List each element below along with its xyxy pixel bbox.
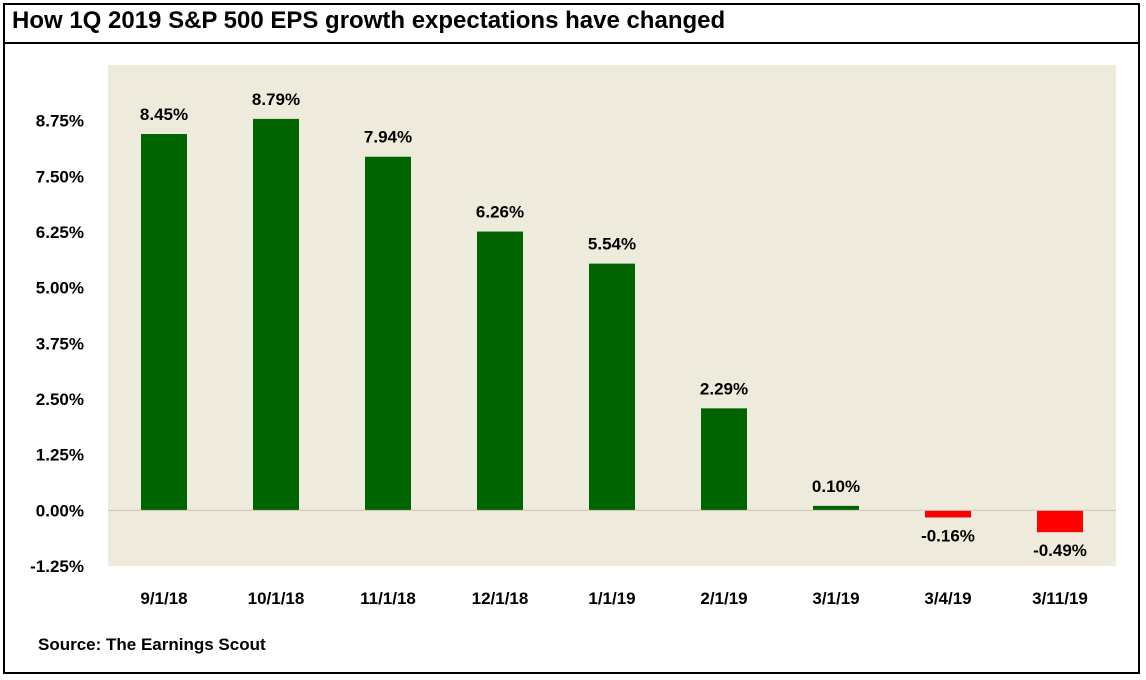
- bar-3-1-19: [813, 505, 859, 511]
- data-label: 7.94%: [364, 128, 412, 147]
- x-tick-label: 3/11/19: [1032, 589, 1088, 608]
- data-label: -0.16%: [921, 526, 975, 545]
- x-tick-label: 11/1/18: [360, 589, 416, 608]
- data-label: 5.54%: [588, 235, 636, 254]
- y-tick-label: 5.00%: [36, 279, 84, 298]
- y-tick-label: -1.25%: [30, 557, 84, 576]
- bar-3-4-19: [925, 510, 971, 518]
- source-note: Source: The Earnings Scout: [38, 635, 266, 654]
- data-label: 6.26%: [476, 203, 524, 222]
- chart-frame: [3, 3, 1140, 674]
- bar-11-1-18: [365, 156, 411, 511]
- bar-10-1-18: [253, 118, 299, 511]
- y-tick-label: 6.25%: [36, 223, 84, 242]
- bar-12-1-18: [477, 231, 523, 511]
- y-tick-label: 2.50%: [36, 390, 84, 409]
- x-tick-label: 3/1/19: [812, 589, 859, 608]
- x-tick-label: 2/1/19: [700, 589, 747, 608]
- data-label: 8.79%: [252, 90, 300, 109]
- title-divider: [3, 42, 1140, 44]
- y-axis-tick-labels: -1.25% 0.00% 1.25% 2.50% 3.75% 5.00% 6.25% 7.50…: [30, 112, 84, 576]
- bar-2-1-19: [701, 408, 747, 511]
- x-tick-label: 9/1/18: [140, 589, 187, 608]
- y-tick-label: 7.50%: [36, 167, 84, 186]
- data-label: -0.49%: [1033, 541, 1087, 560]
- y-tick-label: 8.75%: [36, 112, 84, 131]
- y-tick-label: 0.00%: [36, 501, 84, 520]
- data-label: 8.45%: [140, 105, 188, 124]
- x-tick-label: 12/1/18: [472, 589, 529, 608]
- x-tick-label: 3/4/19: [924, 589, 971, 608]
- bar-1-1-19: [589, 263, 635, 511]
- chart-title: How 1Q 2019 S&P 500 EPS growth expectati…: [12, 7, 726, 34]
- y-tick-label: 1.25%: [36, 446, 84, 465]
- x-axis-tick-labels: 9/1/18 10/1/18 11/1/18 12/1/18 1/1/19 2/1/19 3…: [140, 589, 1088, 608]
- data-label: 0.10%: [812, 477, 860, 496]
- bar-9-1-18: [141, 134, 187, 511]
- data-label: 2.29%: [700, 379, 748, 398]
- y-tick-label: 3.75%: [36, 334, 84, 353]
- x-tick-label: 10/1/18: [248, 589, 305, 608]
- bars: [141, 118, 1083, 533]
- x-tick-label: 1/1/19: [588, 589, 635, 608]
- bar-3-11-19: [1037, 510, 1083, 533]
- data-labels: 8.45% 8.79% 7.94% 6.26% 5.54% 2.29% 0.10% -0.16…: [140, 90, 1087, 560]
